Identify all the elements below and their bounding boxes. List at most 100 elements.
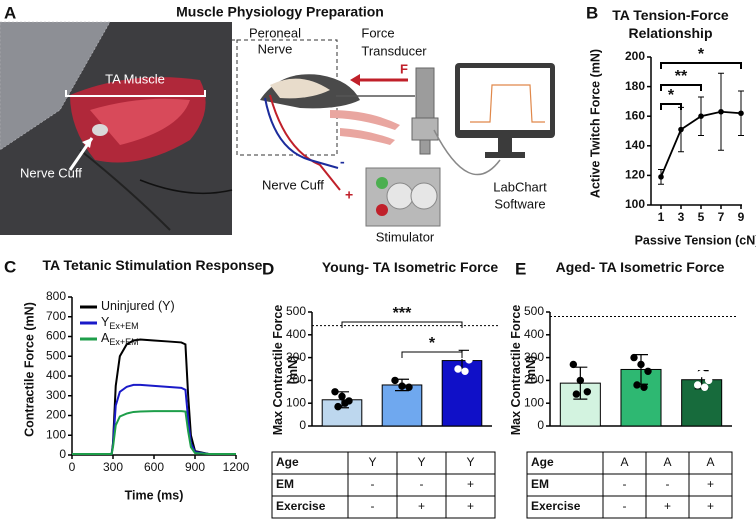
x-tick-label: 600 [144,460,164,474]
y-tick-label: 400 [286,327,306,341]
x-tick-label: 900 [185,460,205,474]
data-point [576,376,585,385]
y-tick-label: 140 [625,138,645,152]
data-point [334,402,342,411]
data-point [451,347,459,355]
y-tick-label: 200 [524,373,544,387]
y-tick-label: 300 [286,350,306,364]
chart-title: Young- TA Isometric Force [321,259,499,275]
y-tick-label: 100 [625,197,645,211]
legend-entry: YEx+EM [101,315,139,331]
x-tick-label: 5 [698,210,705,224]
data-point [583,388,592,396]
y-axis-label: Contractile Force (mN) [22,302,37,437]
data-point [644,367,652,375]
table-cell: + [467,477,474,491]
panel-label: E [515,259,526,278]
photo [0,21,233,235]
legend-name: Y [101,315,110,329]
y-tick-label: 200 [625,49,645,63]
table-cell: EM [276,477,294,491]
table-cell: A [620,455,628,469]
table-cell: - [623,499,627,513]
table-frame [526,451,733,519]
table-cell: Age [276,455,299,469]
table-cell: A [663,455,671,469]
x-tick-label: 0 [69,460,76,474]
table-cell: + [664,499,671,513]
significance-label: * [668,87,675,104]
y-tick-label: 400 [524,327,544,341]
panel-label: A [4,3,16,22]
y-tick-label: 300 [46,388,66,402]
y-tick-label: 0 [59,447,66,461]
data-point [633,381,641,389]
x-tick-label: 3 [678,210,685,224]
series-line [72,383,236,456]
panel-label: B [586,3,598,22]
y-tick-label: 400 [46,368,66,382]
table-cell: EM [531,477,549,491]
data-point [637,360,645,369]
legend-name: Uninjured (Y) [101,299,175,313]
table-cell: Y [368,455,376,469]
table-cell: - [420,477,424,491]
diagram-label: Stimulator [376,229,435,244]
x-tick-label: 1 [658,210,665,224]
point [718,108,724,115]
table-cell: - [371,499,375,513]
significance-label: * [698,46,705,63]
data-point [391,376,399,385]
significance-label: *** [393,305,412,322]
y-tick-label: 700 [46,309,66,323]
y-tick-label: 500 [286,304,306,318]
significance-label: * [429,335,436,352]
diagram-label: LabChart [493,179,547,194]
significance-label: ** [675,68,688,85]
panel-label: D [262,259,274,278]
point [658,174,664,180]
table-cell: + [418,499,425,513]
chart-title: TA Tetanic Stimulation Response [42,257,263,273]
y-tick-label: 180 [625,79,645,93]
legend-subscript: Ex+EM [109,337,138,347]
panel-title: Muscle Physiology Preparation [176,4,384,20]
diagram-label: + [345,187,353,203]
legend-name: A [101,331,110,345]
diagram-label: Nerve Cuff [262,177,324,192]
series-line [72,338,236,456]
legend-entry: Uninjured (Y) [101,299,175,313]
x-tick-label: 300 [103,460,123,474]
table-cell: + [467,499,474,513]
data-point [454,365,462,373]
point [698,113,704,119]
point [678,126,684,133]
y-tick-label: 500 [46,348,66,362]
chart-title: TA Tension-Force Relationship [612,7,729,41]
y-tick-label: 120 [625,168,645,182]
data-point [331,388,339,396]
significance-bracket [660,84,702,91]
panel-label: C [4,257,16,276]
y-tick-label: 800 [46,289,66,303]
data-point [640,383,648,391]
y-tick-label: 100 [524,395,544,409]
table-frame [271,451,496,519]
y-tick-label: 600 [46,329,66,343]
diagram-label: Transducer [361,43,427,58]
y-axis-label: Active Twitch Force (mN) [588,48,603,199]
table-cell: Exercise [276,499,326,513]
y-tick-label: 500 [524,304,544,318]
x-axis-label: Time (ms) [125,488,184,502]
table-cell: A [706,455,714,469]
table-cell: - [371,477,375,491]
diagram-label: Force [361,25,394,40]
table-cell: - [666,477,670,491]
y-axis-label: Max Contractile Force (mN) [509,304,538,436]
y-tick-label: 100 [46,427,66,441]
series-line [72,410,236,456]
data-point [704,376,713,385]
x-tick-label: 9 [738,210,745,224]
